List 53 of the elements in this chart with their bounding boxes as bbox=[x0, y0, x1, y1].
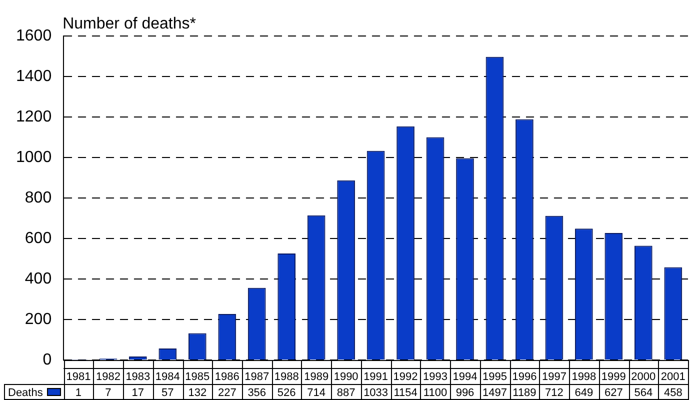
data-label: 1033 bbox=[364, 387, 388, 400]
data-label: 627 bbox=[604, 387, 623, 400]
x-tick-label: 2000 bbox=[631, 371, 656, 384]
x-tick-label: 1982 bbox=[96, 371, 120, 384]
y-tick-label: 1400 bbox=[16, 68, 52, 85]
x-tick-label: 1999 bbox=[601, 371, 626, 384]
data-label: 57 bbox=[162, 387, 174, 400]
x-tick-label: 1991 bbox=[364, 371, 388, 384]
x-tick-label: 1981 bbox=[66, 371, 91, 384]
data-label: 356 bbox=[248, 387, 266, 400]
data-label: 714 bbox=[307, 387, 326, 400]
data-label: 458 bbox=[664, 387, 682, 400]
x-tick-label: 1998 bbox=[572, 371, 596, 384]
data-label: 526 bbox=[277, 387, 296, 400]
y-tick-label: 1600 bbox=[16, 27, 52, 44]
data-label: 996 bbox=[456, 387, 474, 400]
x-tick-label: 1984 bbox=[155, 371, 180, 384]
x-tick-label: 1994 bbox=[452, 371, 478, 384]
x-tick-label: 1993 bbox=[423, 371, 448, 384]
x-tick-label: 1985 bbox=[185, 371, 210, 384]
x-tick-label: 1983 bbox=[126, 371, 150, 384]
y-tick-label: 200 bbox=[24, 310, 52, 328]
data-label: 17 bbox=[132, 387, 144, 400]
text: Deaths bbox=[8, 387, 44, 400]
data-label: 564 bbox=[634, 387, 653, 400]
data-label: 132 bbox=[188, 387, 207, 400]
x-tick-label: 1992 bbox=[393, 371, 418, 384]
x-tick-label: 1987 bbox=[244, 371, 270, 384]
y-tick-label: 1200 bbox=[16, 108, 52, 126]
y-tick-label: 800 bbox=[24, 189, 52, 206]
y-tick-label: 1000 bbox=[16, 148, 52, 166]
data-label: 649 bbox=[574, 387, 594, 400]
x-tick-label: 1996 bbox=[512, 371, 537, 384]
data-label: 7 bbox=[105, 387, 112, 400]
data-label: 1189 bbox=[512, 387, 536, 400]
x-tick-label: 1986 bbox=[214, 371, 240, 384]
x-tick-label: 1995 bbox=[482, 371, 507, 384]
data-label: 887 bbox=[336, 387, 356, 400]
data-label: 712 bbox=[545, 387, 564, 400]
y-tick-label: 600 bbox=[24, 230, 52, 247]
x-tick-label: 1988 bbox=[274, 371, 299, 384]
y-tick-label: 0 bbox=[42, 351, 52, 368]
data-label: 1100 bbox=[423, 387, 448, 400]
y-axis-title: Number of deaths* bbox=[62, 15, 196, 32]
y-tick-label: 400 bbox=[24, 270, 52, 288]
x-tick-label: 2001 bbox=[660, 371, 686, 384]
x-tick-label: 1997 bbox=[542, 371, 566, 384]
data-label: 227 bbox=[218, 387, 236, 400]
data-label: 1 bbox=[75, 387, 82, 400]
data-label: 1154 bbox=[394, 387, 418, 400]
x-tick-label: 1989 bbox=[304, 371, 329, 384]
data-label: 1497 bbox=[482, 387, 507, 400]
x-tick-label: 1990 bbox=[334, 371, 358, 384]
